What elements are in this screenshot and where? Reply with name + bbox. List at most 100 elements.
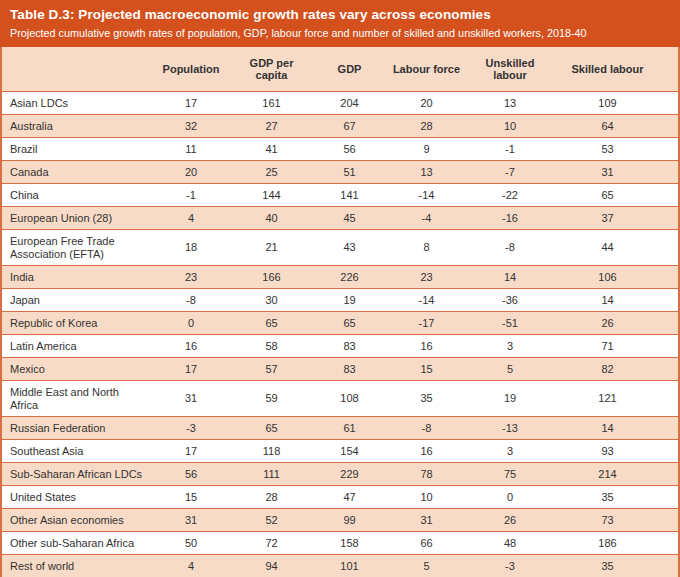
cell-value: 4 <box>151 555 231 577</box>
growth-rates-table: Population GDP per capita GDP Labour for… <box>0 47 680 577</box>
cell-value: 0 <box>151 312 231 335</box>
cell-value: 101 <box>312 555 387 577</box>
cell-value: 65 <box>554 184 679 207</box>
row-label: China <box>1 184 151 207</box>
cell-value: -51 <box>466 312 554 335</box>
table-row: Other Asian economies315299312673 <box>1 509 679 532</box>
cell-value: 14 <box>554 289 679 312</box>
cell-value: -8 <box>387 417 466 440</box>
cell-value: 111 <box>231 463 312 486</box>
cell-value: 71 <box>554 335 679 358</box>
column-header-gdp-per-capita: GDP per capita <box>231 47 312 92</box>
table-row: Sub-Saharan African LDCs561112297875214 <box>1 463 679 486</box>
cell-value: 10 <box>387 486 466 509</box>
cell-value: 83 <box>312 358 387 381</box>
cell-value: 43 <box>312 230 387 266</box>
cell-value: -16 <box>466 207 554 230</box>
cell-value: 16 <box>387 335 466 358</box>
table-title: Table D.3: Projected macroeconomic growt… <box>10 7 670 23</box>
cell-value: 72 <box>231 532 312 555</box>
table-row: Latin America16588316371 <box>1 335 679 358</box>
cell-value: 78 <box>387 463 466 486</box>
cell-value: 27 <box>231 115 312 138</box>
cell-value: 15 <box>151 486 231 509</box>
cell-value: -22 <box>466 184 554 207</box>
cell-value: 28 <box>387 115 466 138</box>
row-label: Brazil <box>1 138 151 161</box>
cell-value: -3 <box>466 555 554 577</box>
row-label: Latin America <box>1 335 151 358</box>
cell-value: 28 <box>231 486 312 509</box>
table-row: Brazil1141569-153 <box>1 138 679 161</box>
column-header-population: Population <box>151 47 231 92</box>
table-row: India231662262314106 <box>1 266 679 289</box>
cell-value: -7 <box>466 161 554 184</box>
cell-value: 144 <box>231 184 312 207</box>
table-body: Asian LDCs171612042013109Australia322767… <box>1 92 679 577</box>
cell-value: 23 <box>151 266 231 289</box>
row-label: Rest of world <box>1 555 151 577</box>
table-header-banner: Table D.3: Projected macroeconomic growt… <box>0 0 680 47</box>
cell-value: 37 <box>554 207 679 230</box>
cell-value: 50 <box>151 532 231 555</box>
cell-value: 65 <box>312 312 387 335</box>
cell-value: 35 <box>554 555 679 577</box>
cell-value: 31 <box>151 381 231 417</box>
cell-value: 14 <box>466 266 554 289</box>
cell-value: 56 <box>312 138 387 161</box>
cell-value: 61 <box>312 417 387 440</box>
cell-value: 10 <box>466 115 554 138</box>
table-row: Australia322767281064 <box>1 115 679 138</box>
cell-value: 26 <box>554 312 679 335</box>
cell-value: 48 <box>466 532 554 555</box>
table-row: Japan-83019-14-3614 <box>1 289 679 312</box>
cell-value: 154 <box>312 440 387 463</box>
table-row: China-1144141-14-2265 <box>1 184 679 207</box>
cell-value: 15 <box>387 358 466 381</box>
cell-value: 20 <box>387 92 466 115</box>
cell-value: 4 <box>151 207 231 230</box>
table-row: Middle East and North Africa315910835191… <box>1 381 679 417</box>
cell-value: 58 <box>231 335 312 358</box>
cell-value: 31 <box>151 509 231 532</box>
cell-value: 5 <box>466 358 554 381</box>
cell-value: -4 <box>387 207 466 230</box>
cell-value: -36 <box>466 289 554 312</box>
cell-value: 31 <box>387 509 466 532</box>
cell-value: 229 <box>312 463 387 486</box>
row-label: Middle East and North Africa <box>1 381 151 417</box>
cell-value: -1 <box>466 138 554 161</box>
cell-value: 53 <box>554 138 679 161</box>
cell-value: 19 <box>312 289 387 312</box>
row-label: Russian Federation <box>1 417 151 440</box>
table-row: European Free Trade Association (EFTA)18… <box>1 230 679 266</box>
cell-value: -8 <box>151 289 231 312</box>
cell-value: 82 <box>554 358 679 381</box>
cell-value: 9 <box>387 138 466 161</box>
cell-value: 20 <box>151 161 231 184</box>
row-label: Japan <box>1 289 151 312</box>
cell-value: 161 <box>231 92 312 115</box>
cell-value: 66 <box>387 532 466 555</box>
row-label: Other sub-Saharan Africa <box>1 532 151 555</box>
cell-value: 35 <box>554 486 679 509</box>
cell-value: 30 <box>231 289 312 312</box>
cell-value: 65 <box>231 417 312 440</box>
cell-value: 41 <box>231 138 312 161</box>
row-label: European Free Trade Association (EFTA) <box>1 230 151 266</box>
cell-value: -1 <box>151 184 231 207</box>
table-row: Rest of world4941015-335 <box>1 555 679 577</box>
cell-value: 99 <box>312 509 387 532</box>
cell-value: 108 <box>312 381 387 417</box>
row-label: Other Asian economies <box>1 509 151 532</box>
cell-value: 17 <box>151 440 231 463</box>
column-header-unskilled-labour: Unskilled labour <box>466 47 554 92</box>
cell-value: 23 <box>387 266 466 289</box>
table-figure: Table D.3: Projected macroeconomic growt… <box>0 0 680 577</box>
cell-value: 25 <box>231 161 312 184</box>
column-header-skilled-labour: Skilled labour <box>554 47 679 92</box>
table-subtitle: Projected cumulative growth rates of pop… <box>10 27 670 39</box>
cell-value: 17 <box>151 92 231 115</box>
cell-value: 14 <box>554 417 679 440</box>
cell-value: -13 <box>466 417 554 440</box>
